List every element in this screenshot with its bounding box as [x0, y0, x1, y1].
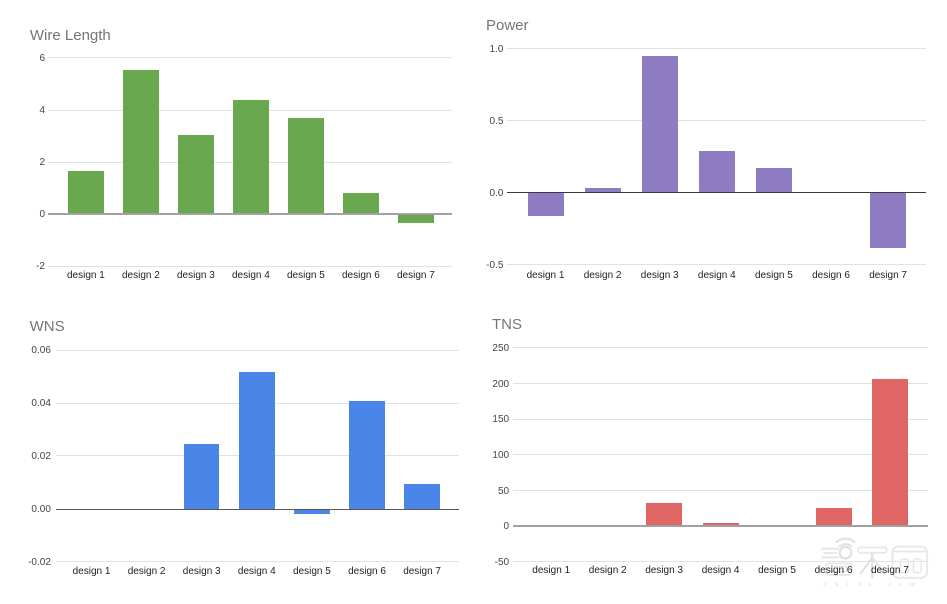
svg-text:z: z [823, 581, 826, 588]
svg-text:x: x [868, 581, 872, 588]
svg-text:.: . [878, 581, 880, 588]
svg-text:d: d [858, 581, 862, 588]
svg-text:c: c [889, 581, 892, 588]
svg-text:m: m [910, 581, 915, 588]
svg-text:o: o [899, 581, 902, 588]
svg-text:h: h [835, 581, 839, 588]
svg-text:i: i [847, 581, 849, 588]
